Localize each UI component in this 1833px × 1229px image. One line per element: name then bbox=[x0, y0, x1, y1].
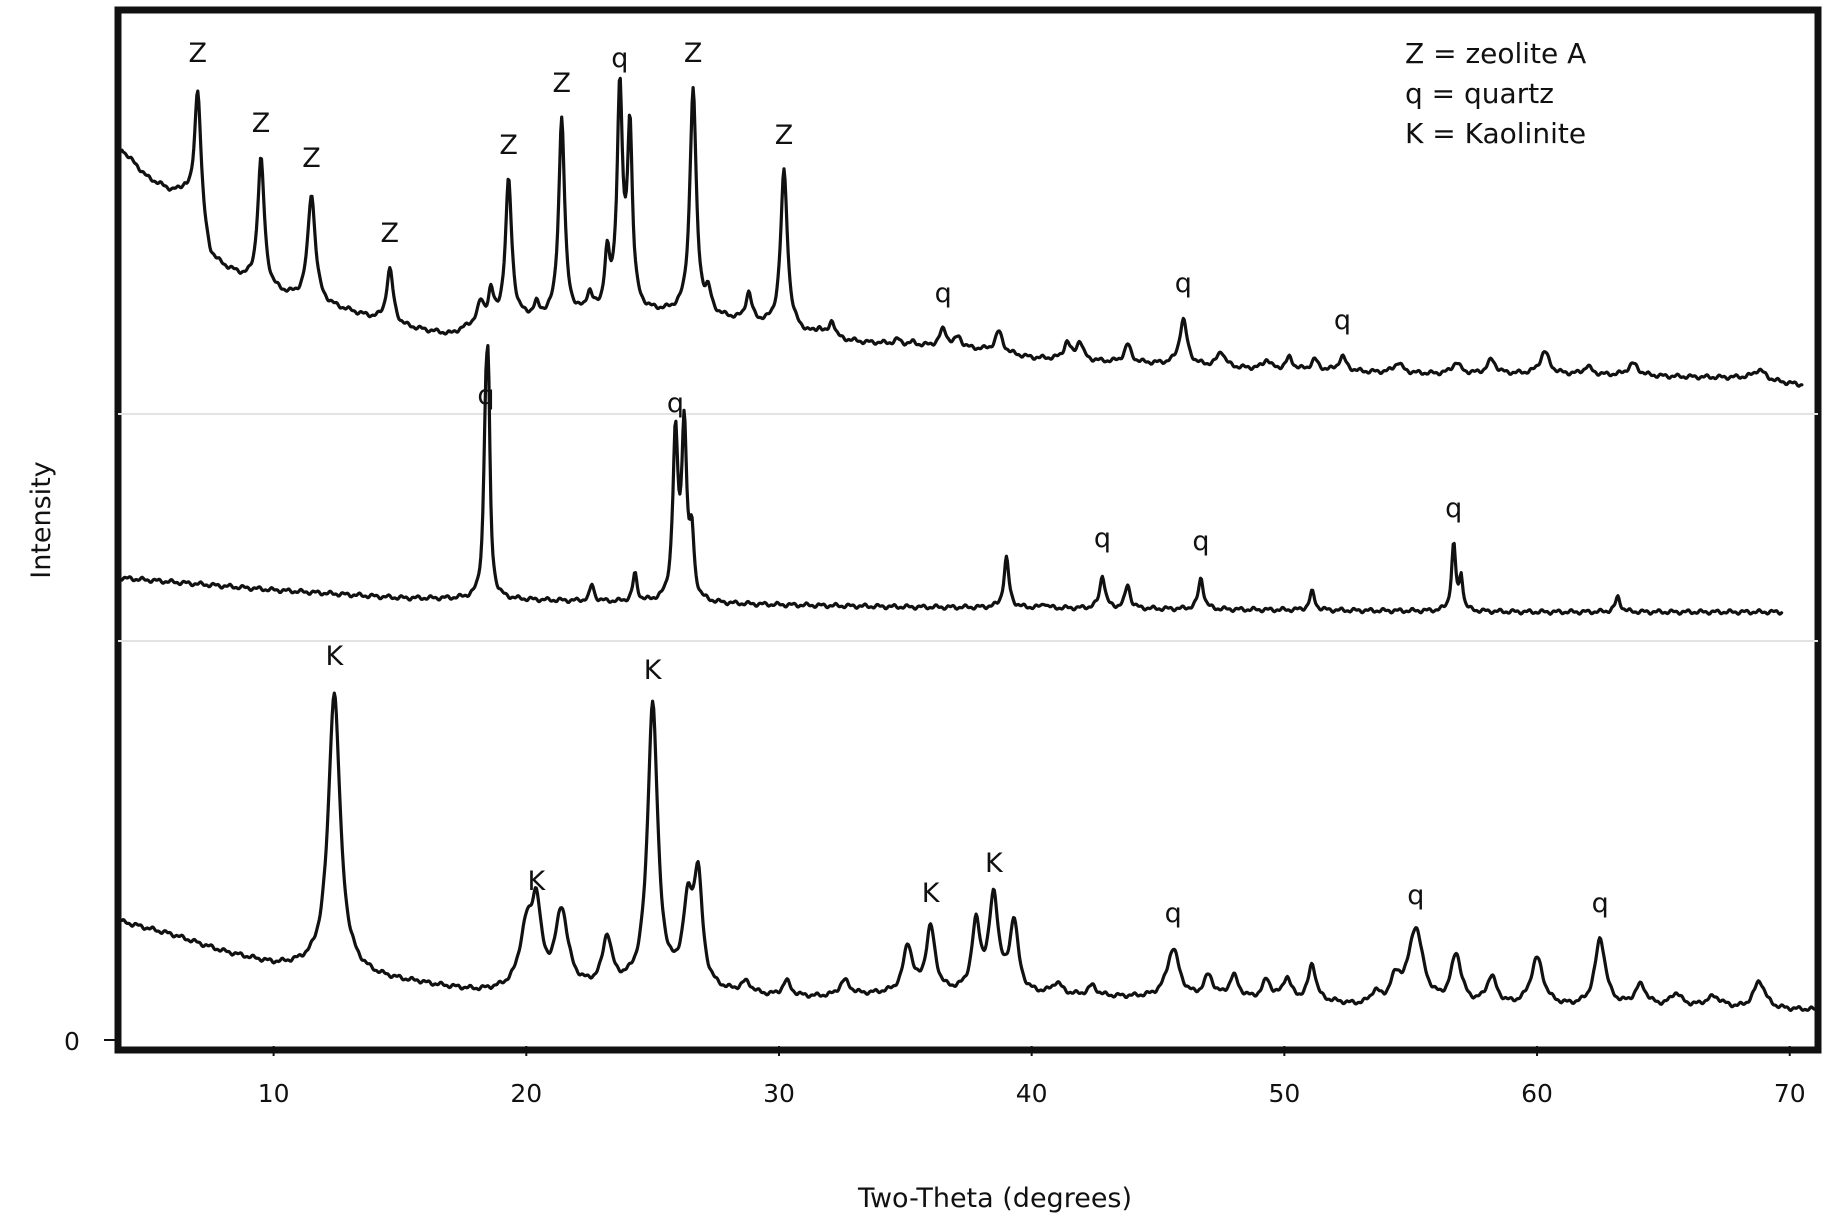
peak-label-3-15: K bbox=[985, 848, 1004, 879]
legend-entry-quartz: q = quartz bbox=[1405, 77, 1554, 110]
y-axis-ticks: 0 bbox=[64, 1027, 118, 1056]
legend: Z = zeolite A q = quartz K = Kaolinite bbox=[1405, 37, 1586, 150]
peak-label-1-6: Z bbox=[499, 130, 518, 161]
peak-label-3-6: K bbox=[644, 655, 663, 686]
peak-label-1-13: Z bbox=[684, 38, 703, 69]
y-axis-title: Intensity bbox=[26, 461, 57, 579]
peak-label-3-13: K bbox=[922, 878, 941, 909]
peak-label-2-13: q bbox=[1445, 493, 1462, 524]
series-1-line bbox=[120, 76, 1804, 388]
x-tick-label-10: 10 bbox=[258, 1079, 290, 1108]
x-axis-title: Two-Theta (degrees) bbox=[857, 1183, 1132, 1214]
peak-label-1-0: Z bbox=[189, 38, 208, 69]
peak-label-1-28: q bbox=[1175, 268, 1192, 299]
peak-label-1-3: Z bbox=[381, 218, 400, 249]
peak-label-2-0: q bbox=[477, 380, 494, 411]
peak-label-3-19: q bbox=[1165, 898, 1182, 929]
series-3-line bbox=[120, 691, 1817, 1013]
peak-label-2-9: q bbox=[1094, 523, 1111, 554]
plot-frame bbox=[114, 6, 1822, 1054]
peak-label-3-27: q bbox=[1407, 880, 1424, 911]
peak-label-3-0: K bbox=[325, 641, 344, 672]
peak-label-3-31: q bbox=[1592, 888, 1609, 919]
peak-label-1-2: Z bbox=[302, 143, 321, 174]
peak-label-1-1: Z bbox=[252, 108, 271, 139]
x-tick-label-30: 30 bbox=[763, 1079, 795, 1108]
peak-label-1-11: q bbox=[611, 43, 628, 74]
x-axis-ticks: 10 20 30 40 50 60 70 bbox=[258, 1046, 1806, 1108]
peak-label-1-22: q bbox=[935, 278, 952, 309]
x-tick-label-50: 50 bbox=[1268, 1079, 1300, 1108]
legend-entry-kaolinite: K = Kaolinite bbox=[1405, 117, 1586, 150]
peak-label-2-4: q bbox=[667, 388, 684, 419]
x-tick-label-20: 20 bbox=[510, 1079, 542, 1108]
peak-label-1-8: Z bbox=[552, 68, 571, 99]
peak-label-1-33: q bbox=[1334, 305, 1351, 336]
peak-label-3-3: K bbox=[528, 866, 547, 897]
series-2-line bbox=[120, 344, 1784, 616]
traces-group bbox=[120, 76, 1817, 1013]
peak-label-1-16: Z bbox=[775, 120, 794, 151]
x-tick-label-40: 40 bbox=[1016, 1079, 1048, 1108]
x-tick-label-60: 60 bbox=[1521, 1079, 1553, 1108]
y-tick-label-0: 0 bbox=[64, 1027, 80, 1056]
peak-label-2-11: q bbox=[1192, 526, 1209, 557]
panel-separators bbox=[118, 413, 1818, 642]
legend-entry-zeolite: Z = zeolite A bbox=[1405, 37, 1586, 70]
x-tick-label-70: 70 bbox=[1774, 1079, 1806, 1108]
